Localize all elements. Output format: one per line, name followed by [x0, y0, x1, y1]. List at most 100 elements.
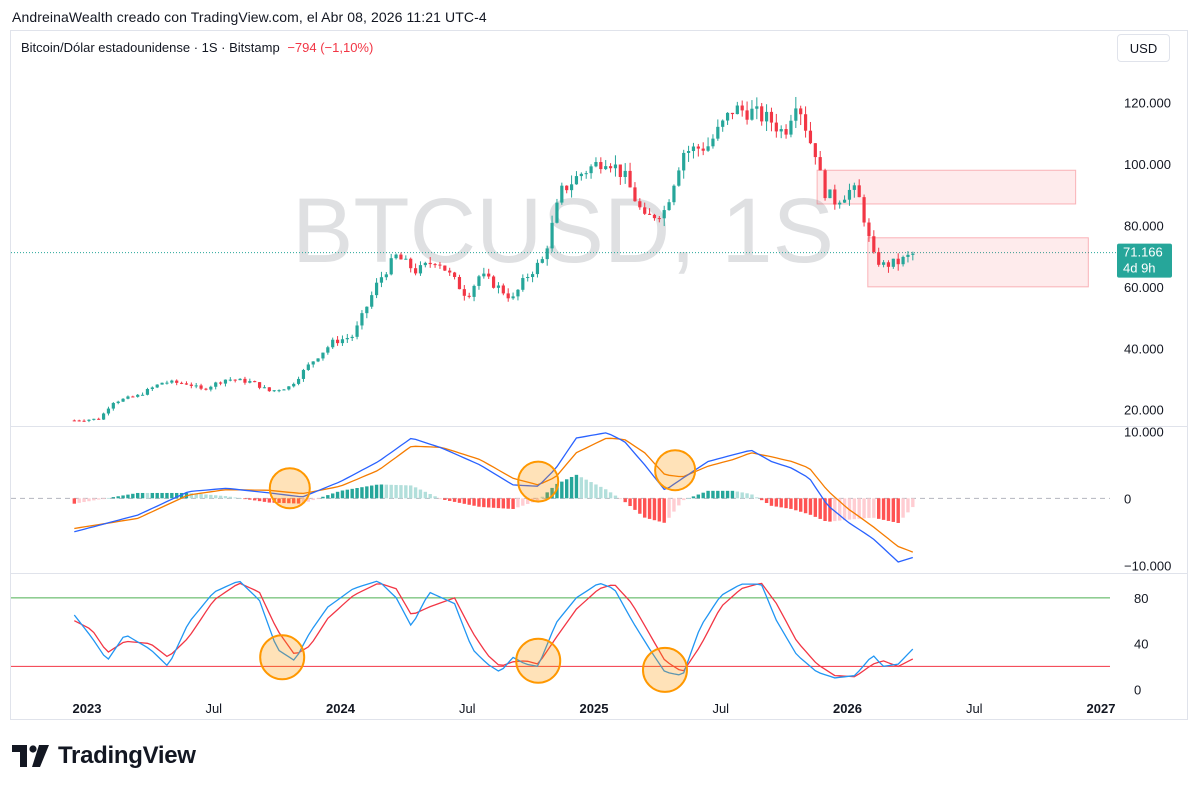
tradingview-wordmark: TradingView	[58, 742, 196, 769]
candle-body	[87, 419, 91, 421]
candle-body	[633, 187, 637, 202]
candle	[404, 255, 408, 260]
candle-body	[457, 276, 462, 290]
macd-histogram-bar	[501, 498, 506, 509]
macd-histogram-bar	[584, 479, 588, 499]
candle-body	[604, 166, 608, 170]
tradingview-brand[interactable]: TradingView	[12, 742, 196, 770]
candle	[277, 389, 281, 393]
macd-histogram-bar	[179, 492, 184, 499]
macd-histogram-bar	[496, 498, 501, 509]
macd-histogram-bar	[223, 496, 228, 499]
macd-histogram-bar	[725, 490, 730, 499]
candle	[321, 352, 325, 361]
time-tick-label: 2027	[1087, 701, 1116, 716]
macd-tick-label: 0	[1124, 491, 1131, 506]
candle	[126, 395, 130, 400]
candle	[706, 137, 710, 152]
candle-body	[818, 157, 822, 171]
candle	[257, 382, 262, 390]
macd-histogram-bar	[764, 498, 769, 503]
macd-histogram-bar	[526, 498, 530, 505]
macd-histogram-bar	[613, 495, 618, 499]
candle-body	[526, 277, 530, 279]
candle-body	[652, 214, 657, 219]
candle	[72, 419, 76, 422]
candle-body	[750, 108, 754, 120]
macd-histogram-bar	[516, 498, 520, 508]
candle	[175, 379, 179, 386]
candle	[857, 179, 861, 198]
candle-body	[209, 386, 213, 390]
macd-histogram-bar	[111, 497, 116, 499]
candle-body	[296, 378, 301, 384]
candle	[662, 205, 666, 227]
macd-histogram-bar	[511, 498, 515, 509]
candle	[672, 184, 676, 206]
candle-body	[550, 222, 554, 249]
macd-histogram-bar	[370, 485, 374, 499]
candle	[121, 398, 125, 403]
time-tick-label: 2023	[73, 701, 102, 716]
candle	[842, 195, 847, 203]
price-axis: 20.000 40.000 60.000 80.000 100.000 120.000	[1124, 96, 1171, 418]
candle-body	[409, 258, 413, 269]
candle-body	[335, 339, 340, 344]
currency-button[interactable]: USD	[1117, 34, 1170, 62]
candle	[750, 100, 754, 121]
candle-body	[472, 285, 476, 297]
macd-histogram-bar	[662, 498, 666, 523]
macd-histogram-bar	[867, 498, 871, 518]
macd-histogram-bar	[238, 498, 242, 500]
macd-histogram-bar	[881, 498, 886, 520]
macd-histogram-bar	[82, 498, 86, 503]
macd-histogram-bar	[365, 486, 369, 499]
candle	[560, 182, 564, 205]
macd-histogram-bar	[833, 498, 837, 522]
macd-histogram-bar	[599, 486, 603, 499]
candle	[784, 124, 788, 139]
candle	[350, 334, 354, 342]
candle	[608, 163, 613, 173]
price-tick-label: 40.000	[1124, 341, 1164, 356]
macd-histogram-bar	[730, 490, 735, 499]
candle-body	[613, 164, 618, 169]
candle	[589, 164, 593, 179]
macd-histogram-bar	[92, 498, 96, 501]
candle	[506, 288, 510, 302]
macd-histogram-bar	[779, 498, 783, 508]
macd-histogram-bar	[691, 496, 696, 499]
macd-histogram-bar	[579, 477, 584, 499]
candle-body	[350, 336, 354, 339]
candle	[774, 113, 778, 138]
candle	[101, 412, 106, 420]
candle	[886, 260, 891, 273]
candle	[565, 185, 569, 194]
macd-histogram-bar	[228, 496, 233, 499]
candle	[652, 213, 657, 221]
candle	[462, 285, 466, 301]
time-tick-label: Jul	[205, 701, 222, 716]
stoch-k-line	[73, 580, 914, 679]
candle	[452, 271, 457, 280]
candle-body	[799, 108, 803, 115]
macd-cross-highlight	[517, 460, 560, 503]
candle-body	[355, 325, 359, 337]
macd-histogram-bar	[340, 490, 345, 499]
candle	[833, 184, 837, 210]
macd-histogram-bar	[901, 498, 905, 518]
candle	[150, 386, 154, 391]
candle-body	[462, 289, 466, 296]
macd-histogram-bar	[823, 498, 827, 521]
macd-histogram-bar	[160, 492, 164, 499]
candle	[301, 368, 306, 382]
instrument-title[interactable]: Bitcoin/Dólar estadounidense · 1S · Bits…	[21, 40, 280, 55]
candle	[643, 202, 647, 215]
candle	[413, 263, 418, 276]
candle	[701, 142, 705, 156]
macd-histogram-bar	[209, 494, 213, 499]
macd-histogram-bar	[838, 498, 842, 521]
candle	[262, 385, 267, 389]
candle-body	[847, 189, 852, 200]
